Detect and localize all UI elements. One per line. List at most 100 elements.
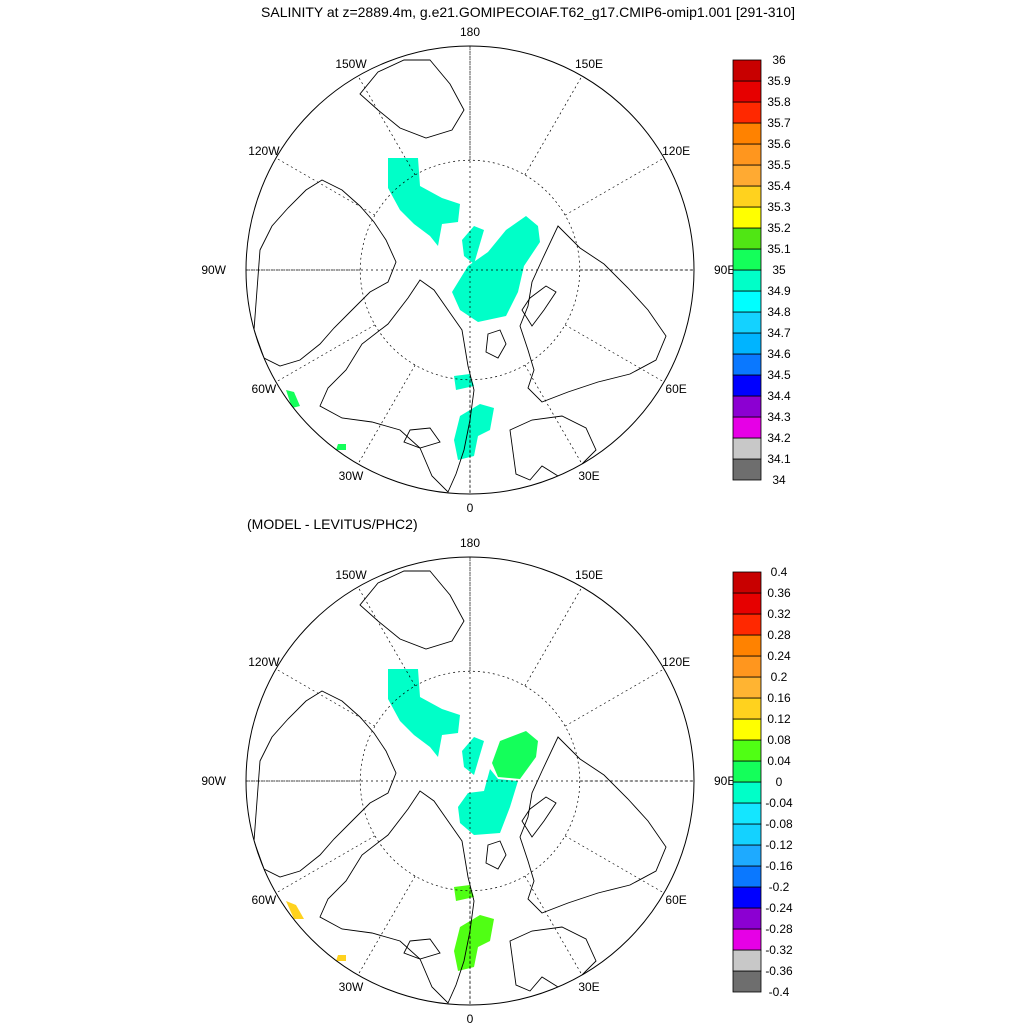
meridian-line (275, 835, 376, 894)
colorbar-swatch (732, 80, 762, 103)
coastline-svalbard (485, 329, 507, 359)
meridian-line (564, 668, 665, 727)
colorbar-swatch (732, 739, 762, 762)
colorbar-label: -0.04 (765, 796, 793, 810)
colorbar-swatch (732, 592, 762, 615)
colorbar-label: 35.9 (767, 74, 791, 88)
colorbar-label: 0.16 (767, 691, 791, 705)
coastline-greenland (319, 790, 475, 1004)
colorbar-swatch (732, 865, 762, 888)
coastline-iceland (403, 938, 441, 960)
colorbar-swatch (732, 164, 762, 187)
meridian-line (275, 324, 376, 383)
colorbar-label: 34.4 (767, 389, 791, 403)
ocean-region-3 (492, 731, 538, 779)
ocean-region-7 (336, 444, 346, 450)
colorbar-swatch (732, 248, 762, 271)
colorbar-label: 34 (772, 473, 786, 487)
colorbar-swatch (732, 823, 762, 846)
ocean-region-3 (462, 226, 484, 264)
colorbar-label: -0.36 (765, 964, 793, 978)
colorbar-label: -0.4 (769, 985, 790, 999)
colorbar-label: 0.28 (767, 628, 791, 642)
meridian-line (275, 668, 376, 727)
ocean-region-4 (462, 737, 484, 775)
longitude-label: 0 (467, 1012, 474, 1024)
panel-subtitle: (MODEL - LEVITUS/PHC2) (247, 516, 418, 532)
colorbar-label: -0.28 (765, 922, 793, 936)
colorbar-swatch (732, 437, 762, 460)
colorbar-swatch (732, 374, 762, 397)
ocean-region-5 (454, 404, 494, 460)
colorbar-swatch (732, 227, 762, 250)
coastline-siberia (519, 736, 667, 914)
longitude-label: 30W (339, 469, 364, 483)
longitude-label: 120W (248, 655, 280, 669)
colorbar-swatch (732, 949, 762, 972)
longitude-label: 180 (460, 536, 480, 550)
colorbar-label: 34.3 (767, 410, 791, 424)
colorbar-label: 35.7 (767, 116, 791, 130)
colorbar-swatch (732, 143, 762, 166)
colorbar-label: 34.1 (767, 452, 791, 466)
longitude-label: 120W (248, 144, 280, 158)
colorbar-label: 34.5 (767, 368, 791, 382)
longitude-label: 150W (335, 568, 367, 582)
salinity-map-panel: 180 150E 120E 90E 60E 30E 0 30W 60W 90W 120W 150W 34… (201, 25, 791, 515)
figure-title: SALINITY at z=2889.4m, g.e21.GOMIPECOIAF… (261, 4, 795, 20)
colorbar-label: -0.2 (769, 880, 790, 894)
colorbar-swatch (732, 928, 762, 951)
ocean-region-5 (454, 885, 474, 901)
colorbar-label: 34.2 (767, 431, 791, 445)
coastline-svalbard (485, 840, 507, 870)
colorbar-swatch (732, 697, 762, 720)
meridian-line (564, 157, 665, 216)
ocean-region-1 (388, 158, 460, 246)
longitude-label: 120E (662, 655, 690, 669)
longitude-label: 150E (575, 568, 603, 582)
ocean-region-2 (452, 216, 540, 322)
colorbar-label: -0.24 (765, 901, 793, 915)
colorbar-label: 0.2 (771, 670, 788, 684)
colorbar-label: 34.7 (767, 326, 791, 340)
longitude-label: 180 (460, 25, 480, 39)
colorbar-label: 34.8 (767, 305, 791, 319)
longitude-label: 150W (335, 57, 367, 71)
colorbar-swatch (732, 613, 762, 636)
longitude-label: 0 (467, 501, 474, 515)
colorbar: -0.4 -0.36 -0.32 -0.28 -0.24 -0.2 -0.16 -0.12 -0… (732, 565, 793, 999)
colorbar-label: 0.12 (767, 712, 791, 726)
colorbar-swatch (732, 416, 762, 439)
colorbar-label: 34.9 (767, 284, 791, 298)
colorbar-label: 34.6 (767, 347, 791, 361)
colorbar-label: -0.16 (765, 859, 793, 873)
colorbar-swatch (732, 269, 762, 292)
meridian-line (524, 875, 583, 976)
colorbar-label: 0 (776, 775, 783, 789)
longitude-label: 90E (714, 774, 735, 788)
colorbar-swatch (732, 571, 762, 594)
meridian-line (357, 364, 416, 465)
longitude-label: 90E (714, 263, 735, 277)
longitude-label: 30E (578, 469, 599, 483)
colorbar-label: 35.6 (767, 137, 791, 151)
colorbar-label: 35.1 (767, 242, 791, 256)
colorbar-swatch (732, 290, 762, 313)
longitude-label: 30W (339, 980, 364, 994)
coastline-greenland (319, 279, 475, 493)
colorbar-swatch (732, 311, 762, 334)
coastline-canada (253, 179, 397, 367)
colorbar-swatch (732, 634, 762, 657)
colorbar-swatch (732, 353, 762, 376)
colorbar-swatch (732, 781, 762, 804)
colorbar-label: 0.08 (767, 733, 791, 747)
meridian-line (524, 586, 583, 687)
difference-map-panel: 180 150E 120E 90E 60E 30E 0 30W 60W 90W 120W 150W -0… (201, 536, 793, 1024)
colorbar-label: 35.5 (767, 158, 791, 172)
colorbar-label: 35.3 (767, 200, 791, 214)
colorbar-swatch (732, 655, 762, 678)
colorbar-label: 35.2 (767, 221, 791, 235)
ocean-region-8 (336, 955, 346, 961)
colorbar-label: 0.32 (767, 607, 791, 621)
